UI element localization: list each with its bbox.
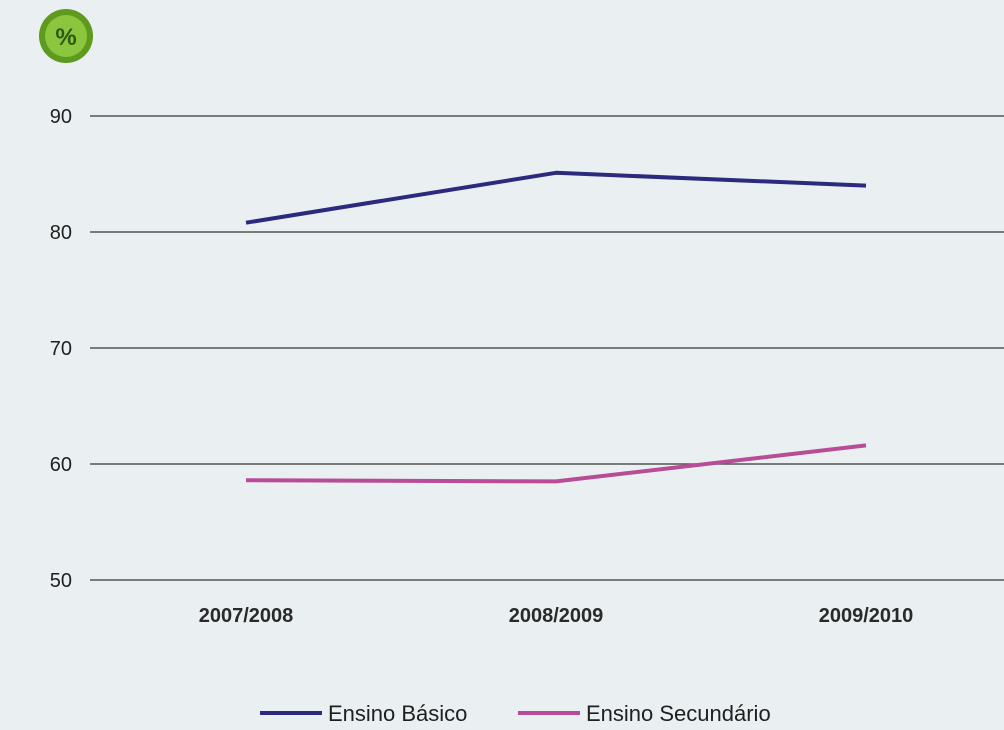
y-tick-label: 90 (50, 106, 72, 128)
x-tick-label: 2007/2008 (199, 605, 294, 627)
x-tick-label: 2009/2010 (819, 605, 914, 627)
legend-label-0: Ensino Básico (328, 701, 467, 726)
x-axis-ticks: 2007/2008 2008/2009 2009/2010 (199, 605, 914, 627)
percent-symbol: % (55, 24, 76, 51)
y-tick-label: 50 (50, 570, 72, 592)
legend-label-1: Ensino Secundário (586, 701, 771, 726)
gridlines (90, 115, 1004, 581)
y-tick-label: 80 (50, 222, 72, 244)
y-tick-label: 70 (50, 338, 72, 360)
series-line-0 (245, 170, 867, 225)
badge-circle (45, 15, 87, 57)
legend: Ensino Básico Ensino Secundário (260, 701, 771, 726)
series-line-1 (245, 443, 867, 484)
y-axis-ticks: 90 80 70 60 50 (50, 106, 72, 592)
x-tick-label: 2008/2009 (509, 605, 604, 627)
y-tick-label: 60 (50, 454, 72, 476)
percent-badge: % (39, 9, 93, 63)
series-lines (245, 170, 867, 484)
